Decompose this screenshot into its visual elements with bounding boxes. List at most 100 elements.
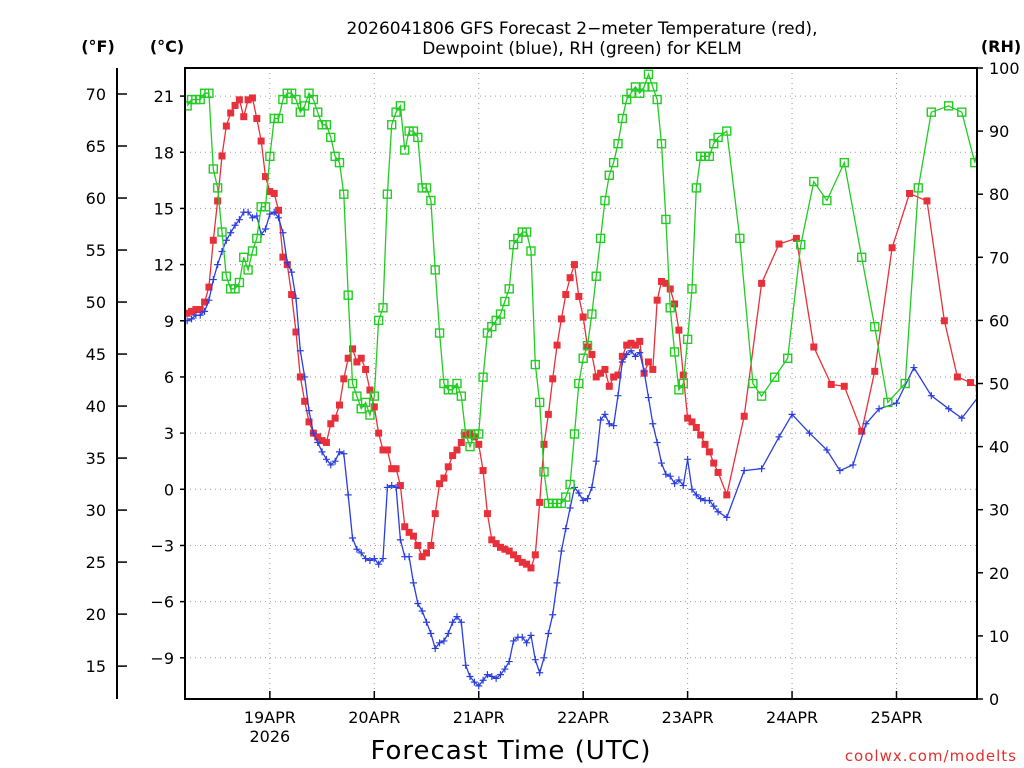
temperature-point <box>840 382 848 390</box>
rh-point <box>984 102 992 110</box>
dewpoint-point <box>449 618 457 626</box>
rh-point <box>587 309 597 319</box>
rh-point <box>926 107 937 117</box>
rh-point <box>600 195 610 206</box>
rh-point <box>343 290 353 300</box>
temperature-point <box>623 341 631 349</box>
temperature-point <box>688 418 696 426</box>
temperature-point <box>527 564 535 572</box>
dewpoint-point <box>466 673 474 681</box>
temperature-point <box>531 551 539 559</box>
celsius-tick-label: −6 <box>150 593 174 612</box>
temperature-point <box>362 365 370 373</box>
dewpoint-point <box>823 446 831 454</box>
fahrenheit-tick-label: 35 <box>86 449 106 468</box>
dewpoint-point <box>649 420 657 428</box>
rh-point <box>574 378 584 389</box>
temperature-point <box>618 352 626 360</box>
rh-point <box>643 69 654 80</box>
temperature-point <box>218 152 226 160</box>
temperature-point <box>479 467 487 475</box>
rh-point <box>569 429 580 439</box>
temperature-point <box>488 536 496 544</box>
rh-point <box>900 378 910 389</box>
temperature-point <box>414 541 422 549</box>
rh-point <box>460 429 471 439</box>
temperature-point <box>222 122 230 130</box>
rh-point <box>617 113 628 124</box>
dewpoint-point <box>431 644 439 652</box>
dewpoint-point <box>588 483 596 491</box>
dewpoint-point <box>409 579 417 587</box>
temperature-point <box>714 468 722 476</box>
plot-frame <box>184 67 978 700</box>
dewpoint-point <box>705 497 713 505</box>
temperature-point <box>253 115 261 123</box>
temperature-point <box>388 465 396 473</box>
temperature-point <box>444 463 452 471</box>
rh-point <box>691 183 702 193</box>
rh-point <box>796 239 806 250</box>
rh-point <box>534 397 545 408</box>
time-tick-label: 19APR <box>244 708 296 727</box>
temperature-point <box>810 343 818 351</box>
rh-point <box>678 378 688 389</box>
rh-point <box>243 265 253 275</box>
rh-point <box>748 378 758 389</box>
temperature-point <box>636 337 644 345</box>
dewpoint-point <box>427 629 435 637</box>
temperature-point <box>331 414 339 422</box>
rh-point <box>970 157 977 168</box>
dewpoint-line <box>186 211 977 687</box>
dewpoint-point <box>244 208 252 216</box>
fahrenheit-tick-label: 25 <box>86 553 106 572</box>
rh-point <box>421 183 432 193</box>
chart-title-line-2: Dewpoint (blue), RH (green) for KELM <box>422 39 742 59</box>
dewpoint-point <box>910 364 918 372</box>
dewpoint-point <box>945 405 953 413</box>
rh-point <box>604 170 614 180</box>
rh-point <box>204 88 214 98</box>
rh-point <box>578 353 588 363</box>
temperature-point <box>436 480 444 488</box>
chart-title-line-1: 2026041806 GFS Forecast 2−meter Temperat… <box>347 19 818 39</box>
rh-point <box>395 101 406 111</box>
dewpoint-point <box>566 504 574 512</box>
dewpoint-point <box>510 637 518 645</box>
data-series <box>185 69 992 690</box>
rh-point <box>212 183 223 193</box>
dewpoint-point <box>214 261 222 269</box>
dewpoint-point <box>396 536 404 544</box>
time-tick-label: 22APR <box>557 708 609 727</box>
temperature-point <box>292 328 300 336</box>
fahrenheit-tick-label: 60 <box>86 189 106 208</box>
celsius-tick-label: 3 <box>164 424 174 443</box>
temperature-point <box>658 277 666 285</box>
temperature-point <box>871 367 879 375</box>
rh-point <box>378 303 388 313</box>
rh-point <box>521 227 532 237</box>
dewpoint-point <box>301 373 309 381</box>
dewpoint-point <box>349 534 357 542</box>
dewpoint-point <box>475 682 483 690</box>
rh-point <box>339 189 349 199</box>
dewpoint-point <box>227 229 235 237</box>
temperature-point <box>279 253 287 261</box>
rh-point <box>704 151 715 162</box>
temperature-point <box>940 317 948 325</box>
rh-point <box>530 359 541 370</box>
dewpoint-point <box>462 661 470 669</box>
dewpoint-point <box>775 433 783 441</box>
temperature-series <box>185 94 977 572</box>
rh-point <box>247 246 258 256</box>
temperature-point <box>740 412 748 420</box>
rh-point <box>308 94 319 105</box>
rh-tick-label: 80 <box>989 185 1009 204</box>
rh-point <box>217 227 227 237</box>
dewpoint-point <box>331 457 339 465</box>
dewpoint-point <box>370 555 378 563</box>
celsius-axis: −9 −6 −3 0 3 6 9 12 15 18 21 <box>150 87 185 668</box>
temperature-point <box>758 279 766 287</box>
temperature-point <box>457 438 465 446</box>
dewpoint-point <box>479 676 487 684</box>
